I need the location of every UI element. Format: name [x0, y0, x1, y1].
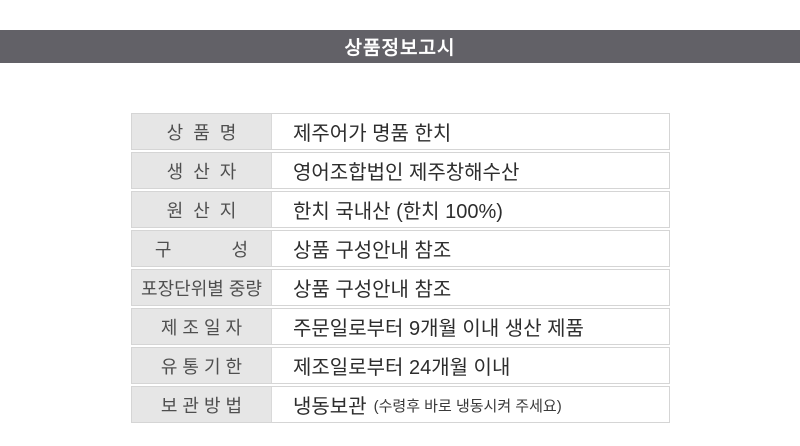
row-label: 보 관 방 법 — [132, 387, 272, 422]
table-row: 제 조 일 자 주문일로부터 9개월 이내 생산 제품 — [131, 308, 670, 345]
row-label: 제 조 일 자 — [132, 309, 272, 344]
table-row: 생 산 자 영어조합법인 제주창해수산 — [131, 152, 670, 189]
row-label: 원 산 지 — [132, 192, 272, 227]
table-row: 유 통 기 한 제조일로부터 24개월 이내 — [131, 347, 670, 384]
row-value: 제조일로부터 24개월 이내 — [293, 357, 511, 379]
row-value: 냉동보관 (수령후 바로 냉동시켜 주세요) — [272, 387, 669, 422]
row-value: 제주어가 명품 한치 — [293, 123, 452, 145]
row-value: 상품 구성안내 참조 — [293, 240, 452, 262]
row-value: 영어조합법인 제주창해수산 — [293, 162, 520, 184]
row-label: 구 성 — [132, 231, 272, 266]
storage-value: 냉동보관 — [293, 396, 367, 418]
table-row: 포장단위별 중량 상품 구성안내 참조 — [131, 269, 670, 306]
row-label: 유 통 기 한 — [132, 348, 272, 383]
table-row: 구 성 상품 구성안내 참조 — [131, 230, 670, 267]
row-label: 상 품 명 — [132, 114, 272, 149]
row-value: 한치 국내산 (한치 100%) — [293, 201, 503, 223]
row-value: 상품 구성안내 참조 — [293, 279, 452, 301]
table-row: 원 산 지 한치 국내산 (한치 100%) — [131, 191, 670, 228]
product-info-table: 상 품 명 제주어가 명품 한치 생 산 자 영어조합법인 제주창해수산 원 산… — [131, 113, 670, 425]
page-title: 상품정보고시 — [344, 38, 456, 59]
table-row: 보 관 방 법 냉동보관 (수령후 바로 냉동시켜 주세요) — [131, 386, 670, 423]
table-row: 상 품 명 제주어가 명품 한치 — [131, 113, 670, 150]
section-title-bar: 상품정보고시 — [0, 30, 800, 63]
row-label: 포장단위별 중량 — [132, 270, 272, 305]
row-label: 생 산 자 — [132, 153, 272, 188]
storage-note: (수령후 바로 냉동시켜 주세요) — [373, 398, 562, 415]
row-value: 주문일로부터 9개월 이내 생산 제품 — [293, 318, 584, 340]
